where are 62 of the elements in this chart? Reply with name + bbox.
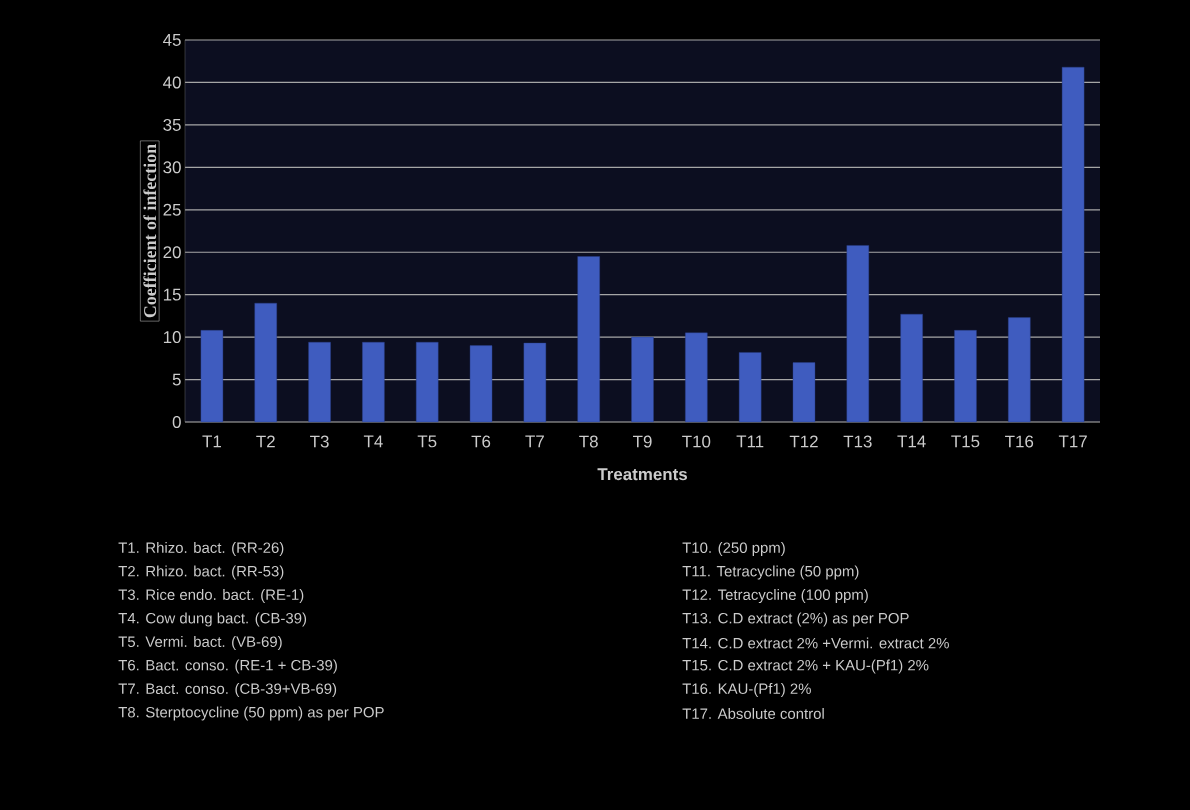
bar <box>577 256 600 423</box>
bar <box>792 362 816 423</box>
y-axis-title: Coefficient of infection <box>143 144 157 318</box>
y-tick-label: 25 <box>163 203 181 216</box>
x-tick-label: T5 <box>417 435 437 448</box>
bar <box>469 345 493 423</box>
x-tick-label: T4 <box>363 435 383 448</box>
y-tick-label: 10 <box>163 331 181 344</box>
x-tick-label: T3 <box>310 435 329 448</box>
text: T7. Bact. conso. (CB-39+VB-69) <box>118 683 337 697</box>
text: T14. C.D extract 2% +Vermi. extract 2% <box>682 637 949 649</box>
text: T6. Bact. conso. (RE-1 + CB-39) <box>118 659 337 674</box>
x-tick-label: T13 <box>843 435 872 448</box>
y-tick-label: 30 <box>163 161 181 174</box>
text: T17. Absolute control <box>682 708 824 719</box>
bar <box>846 245 869 423</box>
text: T1. Rhizo. bact. (RR-26) <box>118 542 284 556</box>
x-tick-label: T14 <box>897 435 926 448</box>
x-tick-label: T17 <box>1058 435 1087 448</box>
bar <box>631 336 654 423</box>
x-tick-label: T8 <box>579 435 598 448</box>
y-tick-label: 40 <box>163 76 181 89</box>
text: T8. Sterptocycline (50 ppm) as per POP <box>118 706 384 721</box>
bar <box>1008 317 1031 423</box>
text: T11. Tetracycline (50 ppm) <box>682 565 859 580</box>
bar <box>308 342 331 423</box>
x-tick-label: T6 <box>471 435 491 448</box>
x-tick-label: T9 <box>633 435 652 448</box>
x-tick-label: T7 <box>525 435 544 448</box>
x-tick-label: T11 <box>736 435 764 448</box>
y-tick-label: 5 <box>172 373 181 386</box>
y-tick-label: 15 <box>163 288 181 301</box>
y-tick-label: 20 <box>163 246 181 259</box>
x-tick-label: T15 <box>951 435 980 448</box>
y-tick-label: 45 <box>163 34 181 46</box>
text: T12. Tetracycline (100 ppm) <box>682 589 868 603</box>
text: T2. Rhizo. bact. (RR-53) <box>118 565 284 580</box>
text: T5. Vermi. bact. (VB-69) <box>118 636 282 650</box>
bar <box>685 332 708 423</box>
x-tick-label: T12 <box>789 435 818 448</box>
y-tick-label: 0 <box>172 416 181 428</box>
text: T10. (250 ppm) <box>682 542 785 556</box>
bar <box>416 342 439 423</box>
bar <box>200 330 224 423</box>
bar <box>738 352 762 423</box>
bar <box>900 313 923 423</box>
x-tick-label: T1 <box>202 435 221 448</box>
bar <box>523 342 547 423</box>
bar <box>362 342 385 423</box>
y-tick-label: 35 <box>163 118 181 131</box>
bar <box>1061 66 1085 423</box>
text: T15. C.D extract 2% + KAU-(Pf1) 2% <box>682 659 929 674</box>
text: T13. C.D extract (2%) as per POP <box>682 612 909 627</box>
text: T4. Cow dung bact. (CB-39) <box>118 612 307 627</box>
x-axis-title: Treatments <box>597 468 687 481</box>
bar <box>954 330 977 423</box>
text: T16. KAU-(Pf1) 2% <box>682 683 811 697</box>
x-tick-label: T2 <box>256 435 275 448</box>
text: T3. Rice endo. bact. (RE-1) <box>118 589 304 603</box>
bar <box>254 302 277 423</box>
x-tick-label: T16 <box>1005 435 1034 448</box>
x-tick-label: T10 <box>682 435 711 448</box>
